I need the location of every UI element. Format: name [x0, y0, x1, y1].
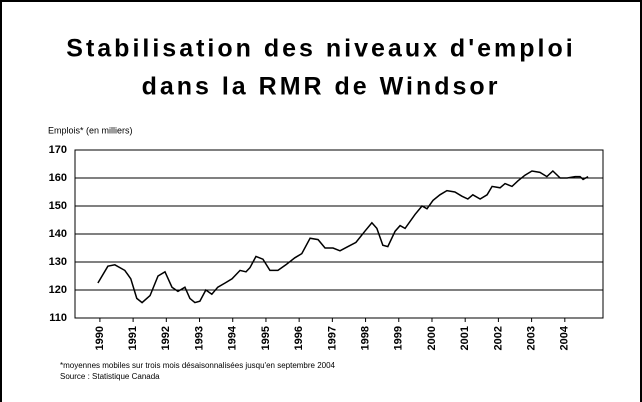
y-tick-label: 110 — [49, 312, 67, 324]
x-tick-label: 2000 — [426, 326, 438, 350]
footnote: *moyennes mobiles sur trois mois désaiso… — [60, 361, 336, 370]
x-tick-label: 2001 — [459, 326, 471, 350]
y-axis-title: Emplois* (en milliers) — [48, 125, 133, 135]
x-tick-label: 2003 — [526, 326, 538, 350]
x-tick-label: 1994 — [227, 325, 239, 350]
y-tick-label: 150 — [49, 200, 67, 212]
x-tick-label: 2004 — [559, 325, 571, 350]
x-tick-label: 1990 — [94, 326, 106, 350]
y-tick-label: 130 — [49, 256, 67, 268]
x-tick-label: 1991 — [127, 326, 139, 350]
x-tick-label: 1992 — [160, 326, 172, 350]
chart-title: dans la RMR de Windsor — [142, 73, 501, 101]
data-line — [97, 169, 589, 304]
plot-area — [74, 149, 604, 319]
x-tick-label: 1996 — [293, 326, 305, 350]
y-tick-label: 170 — [49, 144, 67, 156]
x-tick-label: 1998 — [359, 326, 371, 350]
x-tick-label: 2002 — [492, 326, 504, 350]
x-tick-label: 1997 — [326, 326, 338, 350]
x-tick-label: 1993 — [193, 326, 205, 350]
source: Source : Statistique Canada — [60, 372, 160, 381]
chart-title: Stabilisation des niveaux d'emploi — [66, 35, 575, 63]
y-tick-label: 140 — [49, 228, 67, 240]
x-tick-label: 1999 — [393, 326, 405, 350]
x-tick-label: 1995 — [260, 326, 272, 350]
y-tick-label: 120 — [49, 284, 67, 296]
y-tick-label: 160 — [49, 172, 67, 184]
